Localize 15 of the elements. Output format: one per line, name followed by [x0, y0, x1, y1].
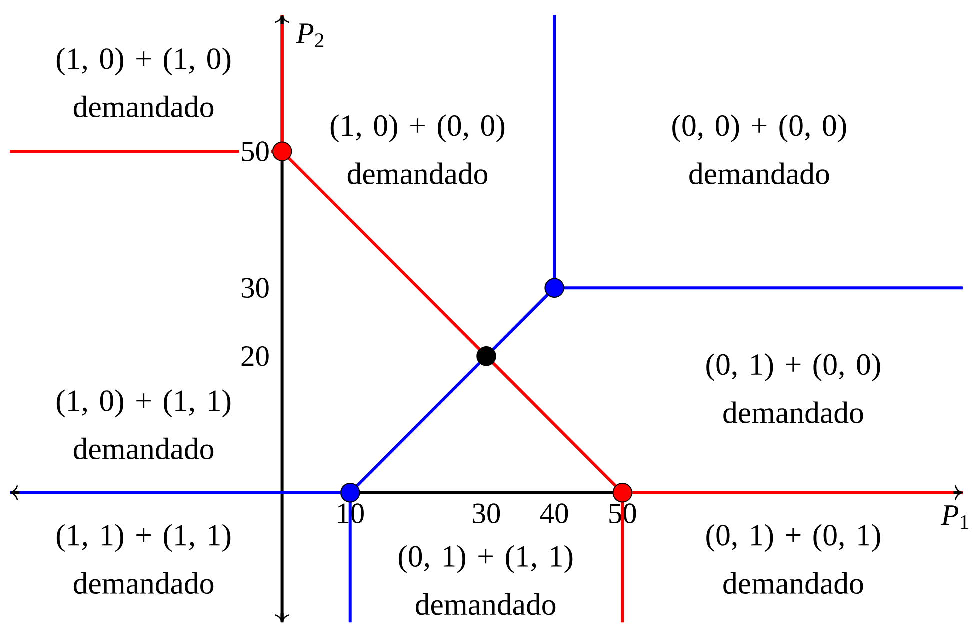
annotation: (0, 1) + (1, 1) demandado	[398, 546, 573, 616]
x-axis-title: P$_{1}$	[941, 506, 968, 530]
y-tick-label: 20	[242, 346, 269, 367]
annotation: (0, 0) + (0, 0) demandado	[672, 114, 846, 185]
y-tick-label: 30	[242, 278, 269, 298]
annotation: (0, 1) + (0, 0) demandado	[706, 354, 880, 424]
x-tick-label: 30	[473, 504, 500, 524]
annotation: (1, 0) + (1, 1) demandado	[56, 390, 231, 460]
annotation: (1, 0) + (0, 0) demandado	[330, 114, 505, 185]
annotation: (0, 1) + (0, 1) demandado	[706, 524, 880, 594]
annotation: (1, 0) + (1, 0) demandado	[56, 48, 231, 118]
x-tick-label: 40	[540, 504, 568, 524]
y-axis-title: P$_{2}$	[296, 24, 324, 48]
y-tick-label: 50	[242, 142, 269, 162]
annotation: (1, 1) + (1, 1) demandado	[56, 524, 231, 594]
